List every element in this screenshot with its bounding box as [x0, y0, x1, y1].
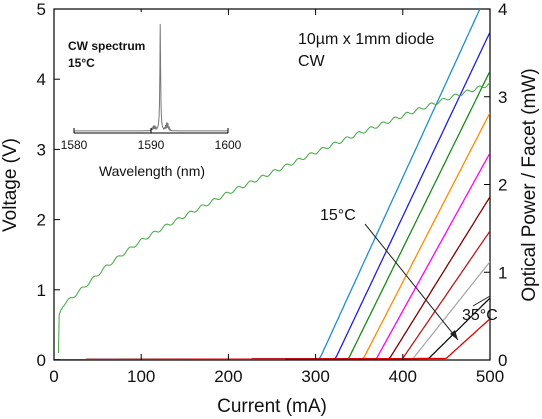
y-left-tick-label: 0 [37, 351, 46, 370]
inset-title-line2: 15°C [68, 56, 95, 70]
y-right-tick-label: 1 [498, 263, 507, 282]
inset-x-tick-label: 1580 [61, 138, 88, 152]
y-right-tick-label: 2 [498, 176, 507, 195]
power-curve-10 [54, 318, 490, 360]
temp-high-leader [472, 295, 491, 307]
x-axis-label: Current (mA) [217, 396, 327, 417]
inset-spectrum: 1580 1590 1600 CW spectrum 15°C Wavelength… [61, 12, 242, 179]
temperature-arrowhead [450, 330, 458, 340]
x-tick-label: 400 [389, 367, 417, 386]
x-tick-label: 500 [476, 367, 504, 386]
x-tick-label: 100 [127, 367, 155, 386]
inset-x-axis-label: Wavelength (nm) [99, 163, 205, 179]
inset-x-tick-label: 1600 [215, 138, 242, 152]
inset-background [62, 12, 228, 134]
y-right-axis-ticks: 0 1 2 3 4 [484, 0, 507, 370]
y-left-tick-label: 4 [37, 70, 46, 89]
inset-x-ticks: 1580 1590 1600 [61, 128, 242, 152]
x-tick-label: 300 [301, 367, 329, 386]
temperature-arrow [364, 223, 459, 341]
inset-x-tick-label: 1590 [138, 138, 165, 152]
x-tick-label: 200 [214, 367, 242, 386]
y-right-tick-label: 4 [498, 0, 507, 19]
y-left-axis-ticks: 0 1 2 3 4 5 [37, 0, 60, 370]
y-right-tick-label: 0 [498, 351, 507, 370]
temp-low-label: 15°C [320, 207, 356, 224]
device-annotation: 10µm x 1mm diode [298, 31, 434, 48]
curves-group [54, 9, 490, 360]
y-left-tick-label: 2 [37, 211, 46, 230]
inset-title-line1: CW spectrum [68, 39, 145, 53]
y-left-tick-label: 3 [37, 140, 46, 159]
x-axis-ticks: 0 100 200 300 400 500 [49, 9, 504, 386]
y-right-tick-label: 3 [498, 88, 507, 107]
temp-high-label: 35°C [462, 307, 498, 324]
voltage-curve [57, 82, 490, 354]
x-tick-label: 0 [49, 367, 58, 386]
y-left-tick-label: 1 [37, 281, 46, 300]
y-left-tick-label: 5 [37, 0, 46, 19]
mode-annotation: CW [298, 53, 326, 70]
y-left-axis-label: Voltage (V) [0, 138, 21, 232]
y-right-axis-label: Optical Power / Facet (mW) [519, 68, 540, 301]
